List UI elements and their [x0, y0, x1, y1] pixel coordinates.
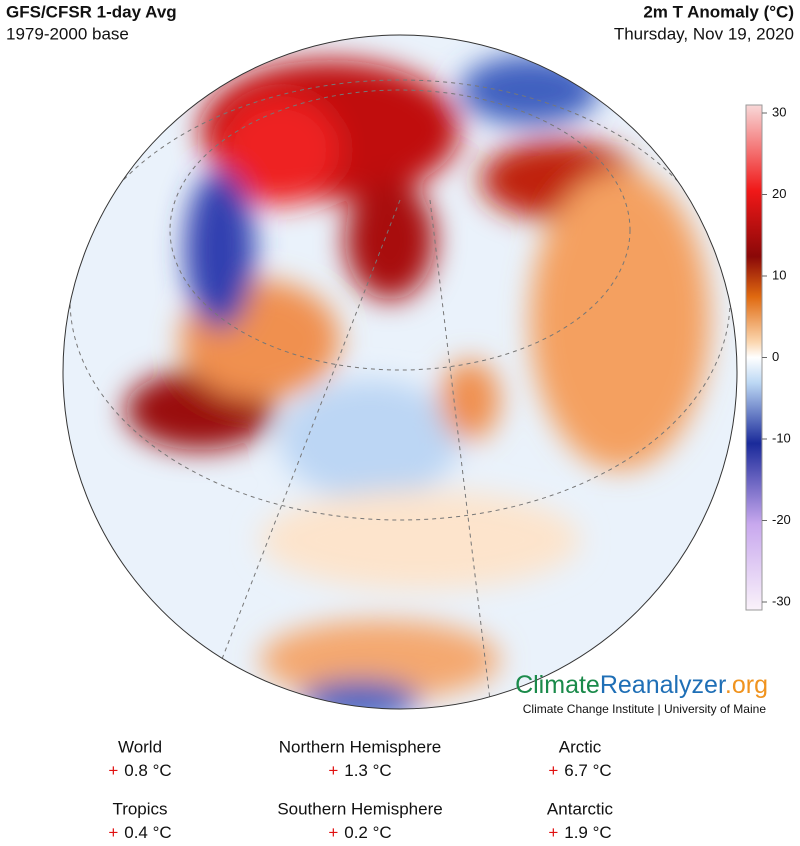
- stat-sign: +: [108, 823, 118, 842]
- stat-value: 6.7 °C: [564, 761, 611, 780]
- stat-value-line: +0.2 °C: [328, 823, 391, 842]
- subtitle: 1979-2000 base: [6, 24, 129, 43]
- stat-sign: +: [328, 823, 338, 842]
- stat-sign: +: [328, 761, 338, 780]
- colorbar-tick-label: -30: [772, 593, 791, 608]
- title: GFS/CFSR 1-day Avg: [6, 2, 177, 21]
- stat-region: Southern Hemisphere: [277, 799, 442, 818]
- stat-sign: +: [548, 823, 558, 842]
- logo-part: .org: [725, 671, 768, 699]
- stat-value-line: +6.7 °C: [548, 761, 611, 780]
- stat-value-line: +1.9 °C: [548, 823, 611, 842]
- logo: ClimateReanalyzer.org: [515, 671, 768, 699]
- stat-value: 1.3 °C: [344, 761, 391, 780]
- date: Thursday, Nov 19, 2020: [614, 24, 794, 43]
- stat-value: 0.8 °C: [124, 761, 171, 780]
- variable: 2m T Anomaly (°C): [643, 2, 794, 21]
- stat-region: Northern Hemisphere: [279, 737, 442, 756]
- stat-value-line: +0.4 °C: [108, 823, 171, 842]
- colorbar-tick-label: 0: [772, 349, 779, 364]
- colorbar-tick-label: -20: [772, 512, 791, 527]
- stat-region: World: [118, 737, 162, 756]
- stat-sign: +: [548, 761, 558, 780]
- logo-credit: Climate Change Institute | University of…: [523, 702, 767, 716]
- logo-part: Reanalyzer: [600, 671, 726, 699]
- stat-value: 0.4 °C: [124, 823, 171, 842]
- stat-region: Tropics: [112, 799, 167, 818]
- colorbar: [745, 104, 763, 611]
- colorbar-tick-label: 10: [772, 267, 786, 282]
- logo-part: Climate: [515, 671, 600, 699]
- stat-sign: +: [108, 761, 118, 780]
- stat-value-line: +1.3 °C: [328, 761, 391, 780]
- globe-map: [63, 35, 737, 709]
- stat-value: 0.2 °C: [344, 823, 391, 842]
- stat-region: Arctic: [559, 737, 602, 756]
- stat-value-line: +0.8 °C: [108, 761, 171, 780]
- globe-outline: [62, 34, 738, 710]
- colorbar-tick-label: -10: [772, 430, 791, 445]
- colorbar-tick-label: 30: [772, 104, 786, 119]
- colorbar-tick-label: 20: [772, 186, 786, 201]
- colorbar-ticks: 30 20 10 0 -10 -20 -30: [762, 104, 791, 608]
- stat-region: Antarctic: [547, 799, 614, 818]
- stat-value: 1.9 °C: [564, 823, 611, 842]
